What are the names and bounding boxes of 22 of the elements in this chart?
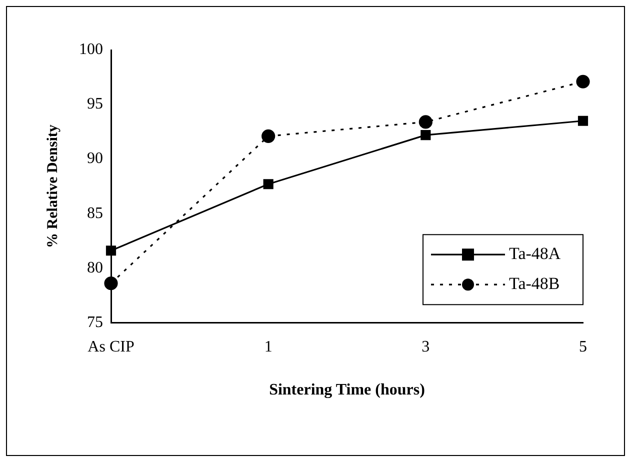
- point: [576, 74, 590, 88]
- y-axis-title: % Relative Density: [44, 124, 61, 248]
- x-tick-label: As CIP: [88, 338, 134, 356]
- x-axis-title: Sintering Time (hours): [269, 382, 425, 399]
- x-tick-label: 3: [422, 338, 430, 356]
- y-tick-label: 75: [87, 314, 103, 331]
- x-tick-label: 1: [264, 338, 272, 356]
- y-tick-label: 95: [87, 96, 103, 113]
- y-tick-label: 90: [87, 150, 103, 168]
- y-tick-label: 85: [87, 204, 103, 222]
- y-tick-label: 100: [79, 41, 103, 58]
- legend-label: Ta-48A: [509, 244, 562, 264]
- y-tick-label: 80: [87, 259, 103, 276]
- point: [106, 246, 116, 256]
- point: [420, 130, 431, 140]
- point: [104, 276, 118, 290]
- point: [263, 179, 274, 190]
- point: [262, 129, 276, 143]
- legend-label: Ta-48B: [509, 274, 560, 294]
- point: [578, 116, 588, 126]
- point: [418, 115, 432, 129]
- x-tick-label: 5: [579, 338, 587, 356]
